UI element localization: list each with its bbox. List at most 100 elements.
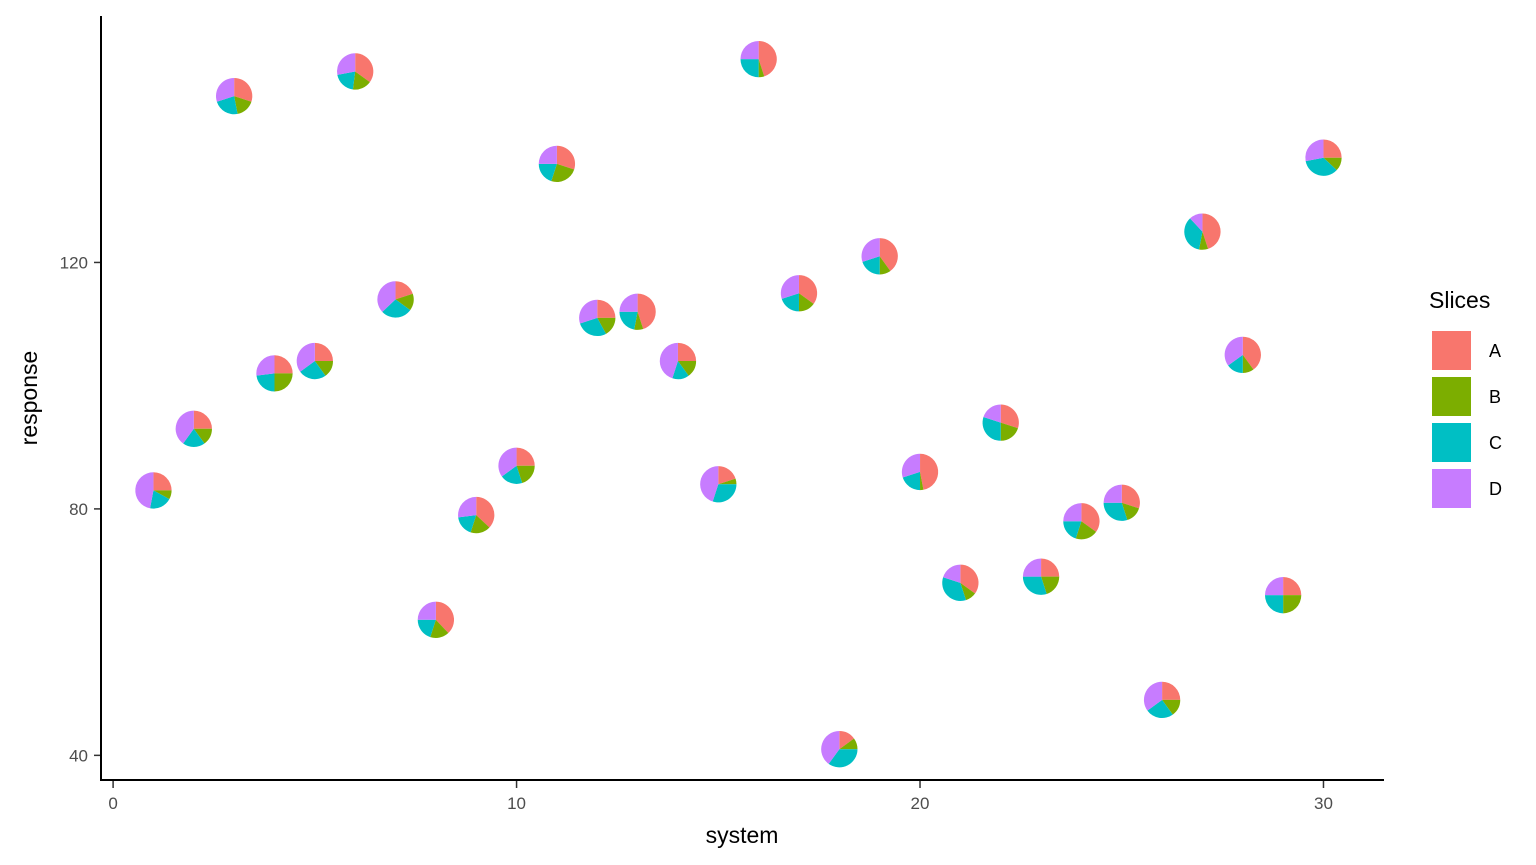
pie-slice-a <box>879 238 898 271</box>
pie-slice-d <box>215 77 235 102</box>
pie-slice-d <box>337 53 356 75</box>
x-axis-ticks: 0 10 20 30 <box>108 781 1333 813</box>
pie-slice-d <box>1143 681 1163 711</box>
pie-marker <box>901 453 939 491</box>
pie-slice-b <box>1041 576 1060 594</box>
pie-marker <box>1103 484 1140 521</box>
pie-slice-a <box>920 453 939 490</box>
pie-marker <box>377 281 414 318</box>
pie-marker <box>1184 213 1221 250</box>
pie-slice-c <box>1305 157 1337 176</box>
pie-slice-b <box>1283 595 1302 614</box>
pie-slice-c <box>501 465 523 484</box>
pie-slice-a <box>839 731 855 750</box>
pie-slice-d <box>579 299 598 324</box>
plot-area: 0 10 20 30 40 80 120 <box>60 16 1384 813</box>
pie-slice-a <box>718 466 736 485</box>
pie-slice-c <box>150 490 170 509</box>
pie-slice-c <box>183 428 205 447</box>
pie-slice-b <box>1000 422 1018 441</box>
pie-slice-a <box>234 77 253 102</box>
pie-slice-a <box>597 299 616 318</box>
pie-slice-a <box>1121 484 1140 509</box>
pie-slice-d <box>1063 503 1082 522</box>
pie-slice-b <box>1199 231 1209 250</box>
pie-slice-d <box>1103 484 1122 503</box>
legend-swatch-b <box>1432 377 1471 416</box>
pie-slice-c <box>538 163 557 182</box>
pie-slice-b <box>430 619 449 638</box>
pie-slice-d <box>780 275 799 299</box>
pie-slice-c <box>1147 699 1173 719</box>
legend-swatch-d <box>1432 469 1471 508</box>
pie-slice-a <box>758 40 777 77</box>
pie-marker <box>1143 681 1181 719</box>
pie-slice-a <box>1162 681 1181 700</box>
pie-slice-c <box>417 619 436 638</box>
pie-slice-c <box>1063 521 1082 539</box>
y-tick-label: 120 <box>60 253 88 272</box>
y-tick-label: 40 <box>69 746 88 765</box>
pie-slice-b <box>314 361 333 376</box>
pie-slice-a <box>556 145 576 170</box>
pie-slice-d <box>659 342 678 379</box>
pie-slice-b <box>758 59 765 78</box>
legend: Slices A B C D <box>1429 287 1502 508</box>
legend-label-b: B <box>1489 387 1501 407</box>
y-axis-title: response <box>16 351 42 446</box>
pie-marker <box>538 145 576 183</box>
pie-slice-c <box>781 293 799 312</box>
pie-slice-d <box>175 410 194 444</box>
pie-slice-d <box>538 145 557 164</box>
pie-slice-c <box>942 577 966 601</box>
pie-slice-d <box>901 453 921 478</box>
pie-slice-d <box>861 238 880 262</box>
pie-marker <box>659 342 697 380</box>
pie-marker <box>1264 577 1302 614</box>
pie-marker <box>579 299 616 337</box>
pie-slice-a <box>1041 558 1060 577</box>
pie-slice-b <box>798 293 814 312</box>
pie-slice-b <box>1075 521 1097 540</box>
pie-slice-a <box>1081 503 1100 532</box>
pie-slice-b <box>1242 354 1254 374</box>
pie-slice-d <box>296 342 315 372</box>
pie-slice-a <box>960 564 979 594</box>
pie-marker <box>1022 558 1060 595</box>
pie-marker <box>942 564 979 601</box>
pie-slice-d <box>1264 577 1284 596</box>
pie-slice-b <box>960 582 976 601</box>
pie-slice-d <box>458 496 477 518</box>
pie-slice-a <box>355 53 374 83</box>
pie-slice-d <box>498 447 517 477</box>
pie-slice-c <box>902 471 921 491</box>
legend-label-c: C <box>1489 433 1502 453</box>
pie-slice-b <box>1162 699 1181 715</box>
pie-marker <box>700 466 737 503</box>
pie-slice-c <box>619 311 638 330</box>
pie-slice-b <box>395 293 414 311</box>
pie-slice-d <box>619 293 638 312</box>
pie-slice-b <box>551 163 575 183</box>
pie-slice-a <box>1323 139 1342 158</box>
pie-slice-b <box>920 471 924 491</box>
pie-marker <box>780 275 818 312</box>
pie-slice-a <box>314 342 333 362</box>
pie-marker <box>256 355 293 392</box>
pie-slice-c <box>672 361 689 380</box>
pie-slice-b <box>879 256 891 275</box>
legend-items: A B C D <box>1432 331 1502 508</box>
y-axis-ticks: 40 80 120 <box>60 253 100 765</box>
pie-slice-b <box>839 738 858 750</box>
pie-slice-d <box>417 601 436 620</box>
pie-marker <box>458 496 495 534</box>
pie-marker <box>337 53 374 90</box>
pie-slice-b <box>234 96 252 114</box>
pie-marker <box>1063 503 1100 540</box>
pie-slice-a <box>435 601 455 634</box>
pie-slice-c <box>579 317 607 337</box>
pie-slice-d <box>1190 213 1203 232</box>
pie-slice-c <box>382 299 411 318</box>
pie-slice-a <box>1202 213 1221 249</box>
pie-slice-d <box>943 564 961 583</box>
